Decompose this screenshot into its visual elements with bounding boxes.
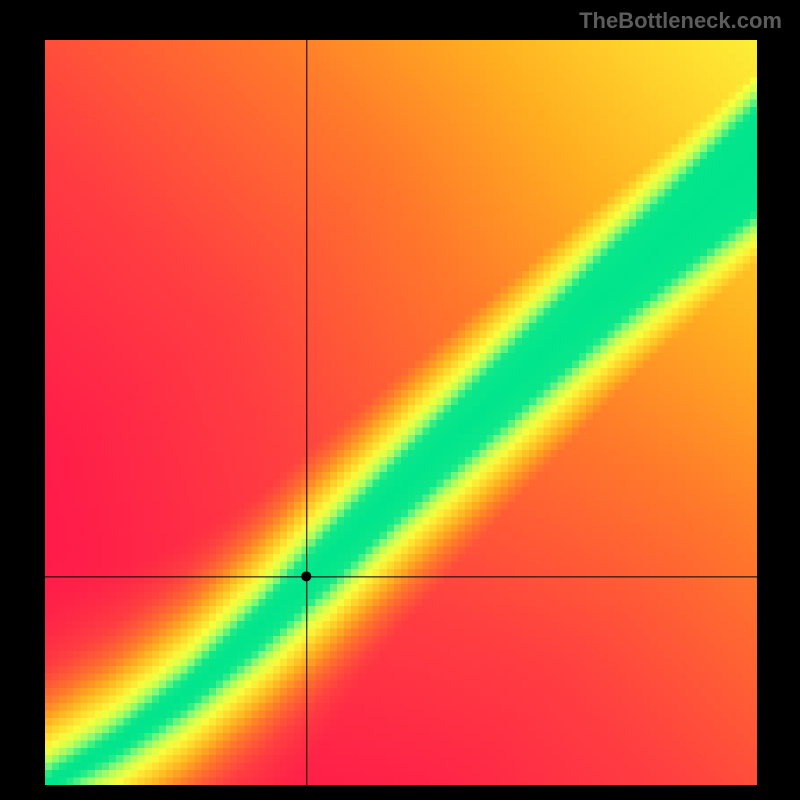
watermark-text: TheBottleneck.com bbox=[579, 8, 782, 34]
chart-container: TheBottleneck.com bbox=[0, 0, 800, 800]
plot-area bbox=[45, 40, 757, 785]
crosshair-overlay bbox=[45, 40, 757, 785]
